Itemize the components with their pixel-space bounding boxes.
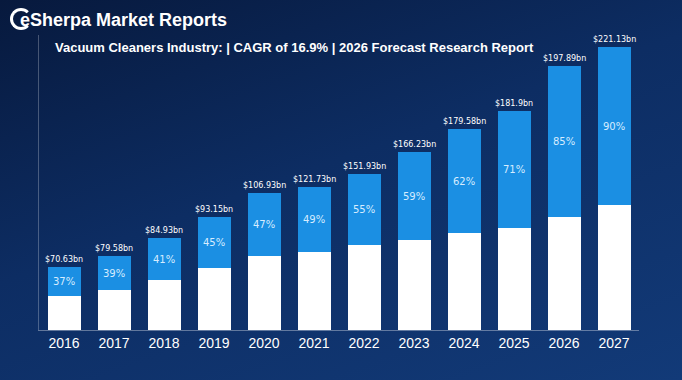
svg-text:$84.93bn: $84.93bn	[145, 226, 183, 235]
svg-text:2022: 2022	[348, 335, 379, 351]
svg-text:2021: 2021	[298, 335, 329, 351]
svg-text:90%: 90%	[603, 121, 625, 132]
svg-text:37%: 37%	[53, 276, 75, 287]
svg-text:55%: 55%	[353, 204, 375, 215]
svg-text:$121.73bn: $121.73bn	[293, 175, 336, 184]
svg-text:59%: 59%	[403, 191, 425, 202]
svg-text:eSherpa Market Reports: eSherpa Market Reports	[20, 10, 227, 30]
svg-text:2017: 2017	[98, 335, 129, 351]
svg-text:2027: 2027	[598, 335, 629, 351]
svg-text:71%: 71%	[503, 164, 525, 175]
svg-text:2019: 2019	[198, 335, 229, 351]
svg-text:$221.13bn: $221.13bn	[593, 35, 636, 44]
svg-text:62%: 62%	[453, 176, 475, 187]
svg-text:Vacuum Cleaners Industry: | CA: Vacuum Cleaners Industry: | CAGR of 16.9…	[55, 40, 534, 55]
svg-text:2024: 2024	[448, 335, 479, 351]
svg-text:$197.89bn: $197.89bn	[543, 54, 586, 63]
svg-text:$179.58bn: $179.58bn	[443, 117, 486, 126]
svg-text:2018: 2018	[148, 335, 179, 351]
svg-text:47%: 47%	[253, 219, 275, 230]
svg-text:41%: 41%	[153, 254, 175, 265]
svg-text:2023: 2023	[398, 335, 429, 351]
svg-text:$93.15bn: $93.15bn	[195, 205, 233, 214]
svg-text:$151.93bn: $151.93bn	[343, 162, 386, 171]
svg-text:2026: 2026	[548, 335, 579, 351]
svg-text:39%: 39%	[103, 268, 125, 279]
svg-text:$70.63bn: $70.63bn	[45, 255, 83, 264]
svg-text:2020: 2020	[248, 335, 279, 351]
svg-text:45%: 45%	[203, 237, 225, 248]
svg-text:$106.93bn: $106.93bn	[243, 181, 286, 190]
svg-text:$181.9bn: $181.9bn	[495, 99, 533, 108]
svg-text:2016: 2016	[48, 335, 79, 351]
svg-text:$166.23bn: $166.23bn	[393, 140, 436, 149]
svg-text:49%: 49%	[303, 214, 325, 225]
svg-text:$79.58bn: $79.58bn	[95, 244, 133, 253]
svg-text:2025: 2025	[498, 335, 529, 351]
svg-text:85%: 85%	[553, 136, 575, 147]
